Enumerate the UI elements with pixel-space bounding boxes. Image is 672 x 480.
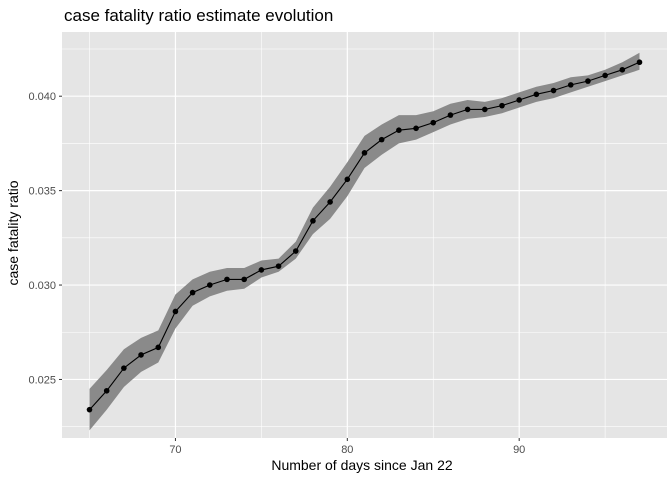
x-tick-label: 70 (169, 444, 181, 456)
data-point (172, 308, 179, 315)
data-point (86, 406, 93, 413)
data-point (533, 91, 540, 98)
data-point (447, 112, 454, 118)
data-point (602, 72, 608, 79)
data-point (619, 66, 626, 73)
data-point (189, 289, 196, 296)
data-point (121, 365, 127, 371)
data-point (378, 136, 385, 143)
data-point (310, 218, 316, 224)
data-point (155, 344, 162, 351)
y-tick-label: 0.040 (28, 91, 56, 103)
y-axis-ticks: 0.025 0.030 0.035 0.040 (28, 91, 62, 386)
x-tick-label: 90 (513, 444, 525, 456)
y-axis-title: case fatality ratio (5, 180, 21, 285)
data-point (430, 119, 437, 126)
data-point (516, 97, 522, 103)
data-point (103, 387, 110, 394)
y-tick-label: 0.030 (28, 280, 56, 292)
data-point (275, 263, 282, 269)
data-point (550, 87, 557, 94)
x-axis-title: Number of days since Jan 22 (271, 457, 453, 473)
data-point (258, 267, 265, 273)
plot-panel (62, 32, 667, 438)
data-point (361, 150, 368, 156)
chart-title: case fatality ratio estimate evolution (64, 6, 333, 25)
x-axis-ticks: 70 80 90 (169, 438, 525, 456)
data-point (464, 106, 471, 113)
data-point (413, 125, 419, 132)
data-point (636, 59, 643, 66)
data-point (344, 176, 351, 183)
y-tick-label: 0.035 (28, 186, 56, 198)
data-point (482, 106, 488, 113)
data-point (207, 282, 213, 288)
data-point (396, 127, 402, 133)
data-points (86, 59, 643, 413)
data-point (567, 82, 574, 88)
y-tick-label: 0.025 (28, 374, 56, 386)
data-point (224, 276, 230, 283)
data-point (499, 102, 505, 109)
data-point (241, 276, 247, 283)
data-point (138, 352, 144, 358)
data-point (585, 78, 591, 84)
data-point (292, 248, 299, 254)
data-point (327, 199, 333, 205)
x-tick-label: 80 (341, 444, 353, 456)
